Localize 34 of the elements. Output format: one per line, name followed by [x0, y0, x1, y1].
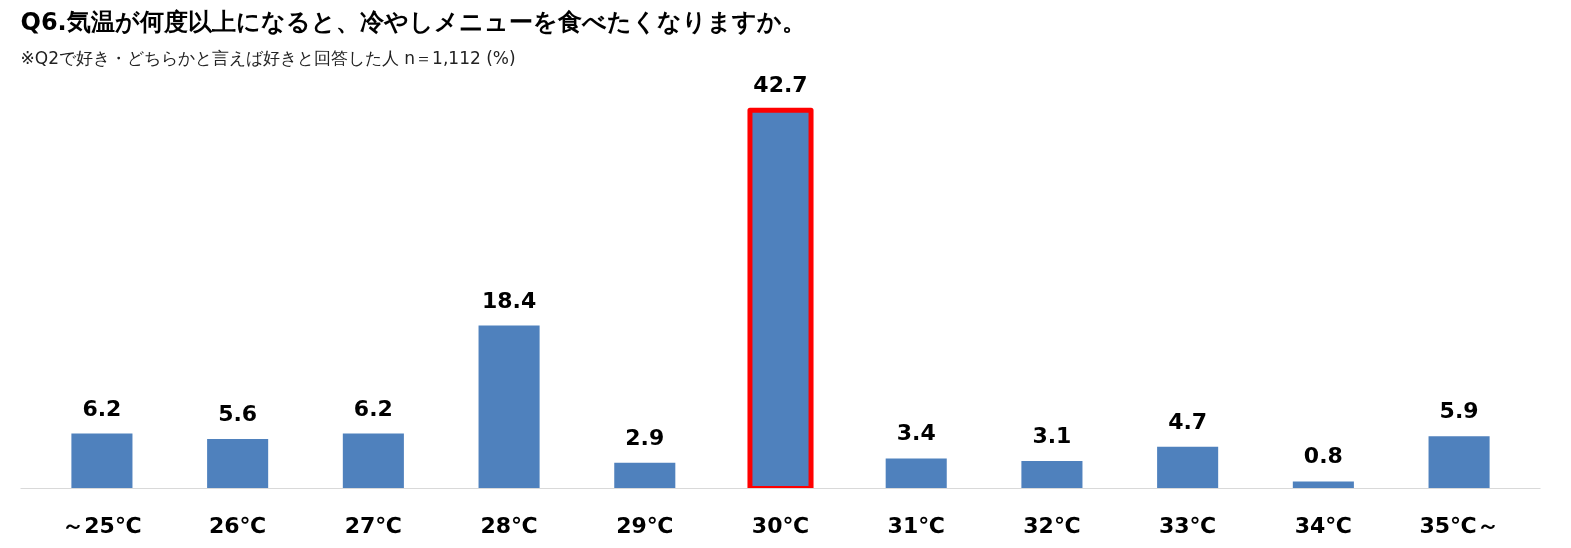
bar	[1292, 481, 1354, 489]
bar	[1021, 461, 1083, 489]
bar	[342, 433, 404, 489]
bar	[885, 458, 947, 489]
x-tick-label: 33℃	[1159, 512, 1217, 538]
bar	[207, 438, 269, 489]
bar	[614, 462, 676, 489]
bar	[1157, 446, 1219, 489]
x-tick-label: 26℃	[209, 512, 267, 538]
x-tick-label: 31℃	[887, 512, 945, 538]
chart-title: Q6.気温が何度以上になると、冷やしメニューを食べたくなりますか。	[20, 7, 806, 36]
x-tick-label: ～25℃	[62, 512, 142, 538]
x-tick-label: 29℃	[616, 512, 674, 538]
x-tick-label: 35℃～	[1419, 512, 1499, 538]
data-label: 3.4	[896, 420, 936, 446]
bar	[71, 433, 133, 489]
data-label: 2.9	[625, 424, 665, 450]
data-label: 18.4	[481, 287, 537, 313]
data-label: 0.8	[1303, 443, 1343, 469]
data-label: 6.2	[353, 395, 393, 421]
x-tick-label: 28℃	[480, 512, 538, 538]
data-label: 42.7	[753, 72, 808, 98]
data-label: 4.7	[1168, 408, 1208, 434]
data-label: 6.2	[82, 395, 122, 421]
x-tick-label: 30℃	[751, 512, 810, 538]
data-label: 3.1	[1032, 423, 1072, 449]
x-tick-label: 27℃	[344, 512, 402, 538]
data-label: 5.6	[218, 400, 258, 426]
data-label: 5.9	[1439, 398, 1479, 424]
x-tick-label: 32℃	[1023, 512, 1081, 538]
bar	[478, 325, 540, 489]
bar	[1428, 436, 1490, 489]
x-tick-label: 34℃	[1294, 512, 1352, 538]
chart-subtitle: ※Q2で好き・どちらかと言えば好きと回答した人 n＝1,112 (%)	[20, 47, 516, 68]
